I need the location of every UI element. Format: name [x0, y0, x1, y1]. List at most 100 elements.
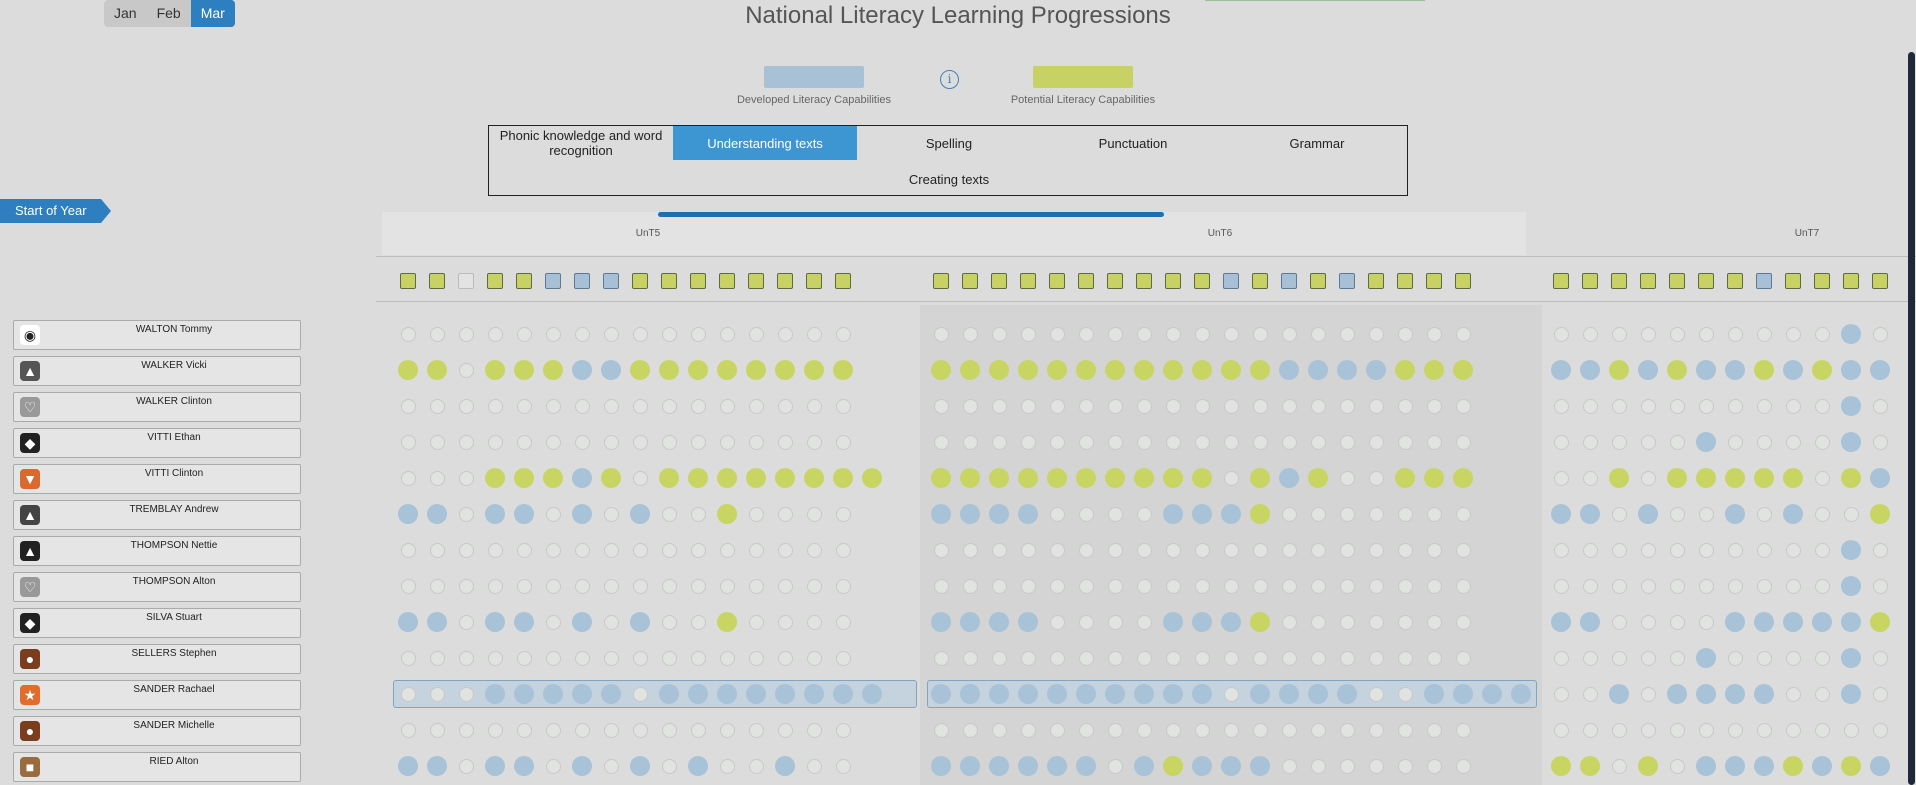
capability-dot[interactable] — [1397, 758, 1413, 774]
capability-dot[interactable] — [429, 326, 445, 342]
capability-dot[interactable] — [1698, 542, 1714, 558]
capability-dot[interactable] — [1582, 578, 1598, 594]
capability-dot[interactable] — [690, 650, 706, 666]
capability-dot[interactable] — [1368, 470, 1384, 486]
capability-dot[interactable] — [1339, 614, 1355, 630]
capability-dot[interactable] — [1281, 506, 1297, 522]
capability-dot[interactable] — [835, 326, 851, 342]
column-marker[interactable] — [632, 273, 648, 289]
capability-dot[interactable] — [1163, 684, 1183, 704]
capability-dot[interactable] — [1455, 758, 1471, 774]
capability-dot[interactable] — [931, 756, 951, 776]
capability-dot[interactable] — [1611, 758, 1627, 774]
capability-dot[interactable] — [1397, 542, 1413, 558]
capability-dot[interactable] — [1194, 722, 1210, 738]
capability-dot[interactable] — [1611, 542, 1627, 558]
capability-dot[interactable] — [400, 578, 416, 594]
capability-dot[interactable] — [1310, 434, 1326, 450]
capability-dot[interactable] — [1582, 686, 1598, 702]
capability-dot[interactable] — [1611, 326, 1627, 342]
capability-dot[interactable] — [1640, 578, 1656, 594]
capability-dot[interactable] — [1453, 468, 1473, 488]
capability-dot[interactable] — [1870, 468, 1890, 488]
capability-dot[interactable] — [1105, 360, 1125, 380]
capability-dot[interactable] — [1165, 434, 1181, 450]
capability-dot[interactable] — [400, 650, 416, 666]
capability-dot[interactable] — [516, 578, 532, 594]
capability-dot[interactable] — [1136, 614, 1152, 630]
capability-dot[interactable] — [1165, 722, 1181, 738]
capability-dot[interactable] — [603, 542, 619, 558]
column-marker[interactable] — [1582, 273, 1598, 289]
capability-dot[interactable] — [1640, 326, 1656, 342]
student-card[interactable]: ◉ WALTON Tommy — [13, 320, 301, 350]
capability-dot[interactable] — [632, 722, 648, 738]
tab-spelling[interactable]: Spelling — [925, 135, 973, 151]
capability-dot[interactable] — [1611, 650, 1627, 666]
capability-dot[interactable] — [1426, 578, 1442, 594]
capability-dot[interactable] — [1638, 756, 1658, 776]
capability-dot[interactable] — [804, 468, 824, 488]
capability-dot[interactable] — [1870, 756, 1890, 776]
capability-dot[interactable] — [1134, 684, 1154, 704]
capability-dot[interactable] — [603, 398, 619, 414]
capability-dot[interactable] — [748, 578, 764, 594]
capability-dot[interactable] — [1872, 578, 1888, 594]
capability-dot[interactable] — [688, 684, 708, 704]
capability-dot[interactable] — [1107, 614, 1123, 630]
capability-dot[interactable] — [545, 542, 561, 558]
column-marker[interactable] — [1397, 273, 1413, 289]
capability-dot[interactable] — [1785, 398, 1801, 414]
capability-dot[interactable] — [1640, 470, 1656, 486]
column-marker[interactable] — [1814, 273, 1830, 289]
capability-dot[interactable] — [1785, 542, 1801, 558]
capability-dot[interactable] — [1611, 398, 1627, 414]
capability-dot[interactable] — [1020, 578, 1036, 594]
capability-dot[interactable] — [1783, 468, 1803, 488]
capability-dot[interactable] — [603, 326, 619, 342]
capability-dot[interactable] — [690, 506, 706, 522]
capability-dot[interactable] — [1756, 650, 1772, 666]
capability-dot[interactable] — [516, 434, 532, 450]
capability-dot[interactable] — [1611, 434, 1627, 450]
capability-dot[interactable] — [991, 650, 1007, 666]
capability-dot[interactable] — [603, 722, 619, 738]
capability-dot[interactable] — [717, 504, 737, 524]
capability-dot[interactable] — [1580, 612, 1600, 632]
capability-dot[interactable] — [719, 722, 735, 738]
capability-dot[interactable] — [835, 614, 851, 630]
column-marker[interactable] — [545, 273, 561, 289]
capability-dot[interactable] — [690, 722, 706, 738]
capability-dot[interactable] — [1252, 650, 1268, 666]
capability-dot[interactable] — [1754, 360, 1774, 380]
capability-dot[interactable] — [1553, 434, 1569, 450]
capability-dot[interactable] — [746, 684, 766, 704]
capability-dot[interactable] — [429, 650, 445, 666]
capability-dot[interactable] — [1640, 614, 1656, 630]
capability-dot[interactable] — [1078, 578, 1094, 594]
capability-dot[interactable] — [835, 758, 851, 774]
capability-dot[interactable] — [1609, 360, 1629, 380]
capability-dot[interactable] — [804, 684, 824, 704]
capability-dot[interactable] — [632, 326, 648, 342]
capability-dot[interactable] — [543, 468, 563, 488]
capability-dot[interactable] — [1814, 650, 1830, 666]
student-card[interactable]: ▲ WALKER Vicki — [13, 356, 301, 386]
capability-dot[interactable] — [1669, 434, 1685, 450]
capability-dot[interactable] — [458, 470, 474, 486]
capability-dot[interactable] — [545, 614, 561, 630]
capability-dot[interactable] — [1611, 722, 1627, 738]
capability-dot[interactable] — [1368, 434, 1384, 450]
capability-dot[interactable] — [1640, 542, 1656, 558]
capability-dot[interactable] — [1397, 722, 1413, 738]
column-marker[interactable] — [458, 273, 474, 289]
capability-dot[interactable] — [806, 542, 822, 558]
capability-dot[interactable] — [427, 612, 447, 632]
capability-dot[interactable] — [487, 398, 503, 414]
capability-dot[interactable] — [1163, 504, 1183, 524]
capability-dot[interactable] — [458, 542, 474, 558]
capability-dot[interactable] — [962, 542, 978, 558]
column-marker[interactable] — [1698, 273, 1714, 289]
capability-dot[interactable] — [1553, 542, 1569, 558]
capability-dot[interactable] — [775, 468, 795, 488]
